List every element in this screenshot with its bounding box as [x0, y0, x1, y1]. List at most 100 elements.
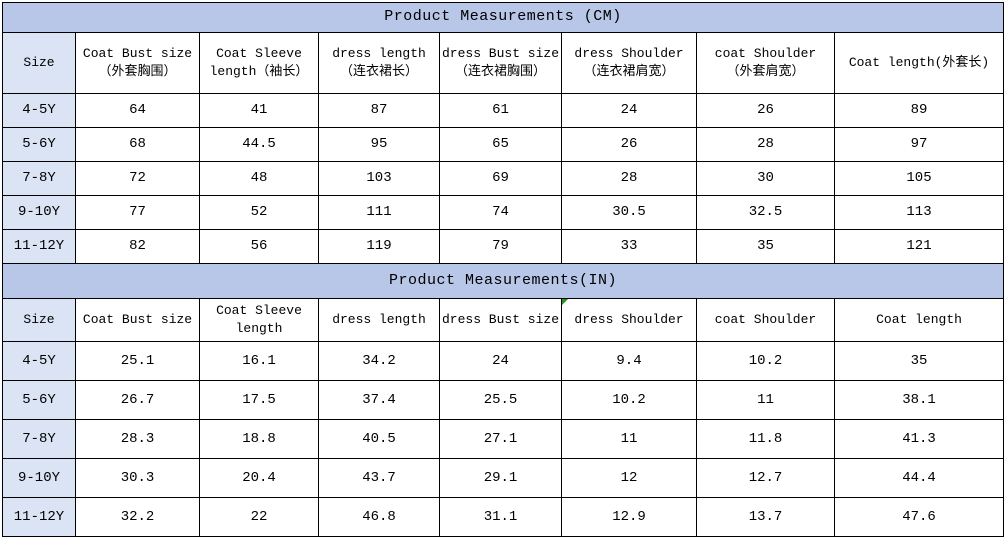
- column-header: coat Shoulder: [696, 298, 835, 342]
- measurement-value: 56: [199, 229, 319, 264]
- measurement-value: 69: [439, 161, 562, 196]
- measurement-value: 68: [75, 127, 200, 162]
- size-label: 4-5Y: [2, 93, 76, 128]
- measurement-value: 34.2: [318, 341, 440, 381]
- measurement-value: 38.1: [833, 380, 1005, 420]
- measurement-value: 41.3: [833, 419, 1005, 459]
- measurement-value: 24: [561, 93, 697, 128]
- size-label: 7-8Y: [2, 419, 76, 459]
- section-title-in: Product Measurements(IN): [1, 263, 1005, 299]
- size-label: 4-5Y: [2, 341, 76, 381]
- measurement-value: 25.1: [75, 341, 200, 381]
- measurement-value: 44.5: [199, 127, 319, 162]
- measurement-value: 41: [199, 93, 319, 128]
- measurement-value: 46.8: [318, 497, 440, 537]
- column-header: Coat length: [833, 298, 1005, 342]
- measurement-value: 79: [439, 229, 562, 264]
- measurement-value: 48: [199, 161, 319, 196]
- size-label: 5-6Y: [2, 127, 76, 162]
- size-label: 11-12Y: [2, 229, 76, 264]
- measurement-value: 11: [696, 380, 835, 420]
- cell-flag-icon: [562, 299, 568, 305]
- measurement-value: 35: [696, 229, 835, 264]
- measurement-value: 121: [833, 229, 1005, 264]
- measurement-value: 12: [561, 458, 697, 498]
- measurement-value: 113: [833, 195, 1005, 230]
- measurement-value: 28: [561, 161, 697, 196]
- size-label: 9-10Y: [2, 195, 76, 230]
- column-header: dress Shoulder: [561, 298, 697, 342]
- measurement-value: 89: [833, 93, 1005, 128]
- measurement-value: 26: [561, 127, 697, 162]
- column-header: Coat length(外套长): [833, 32, 1005, 94]
- column-header: dress length （连衣裙长）: [318, 32, 440, 94]
- measurement-value: 77: [75, 195, 200, 230]
- section-title-cm: Product Measurements (CM): [1, 2, 1005, 33]
- column-header: dress Bust size （连衣裙胸围）: [439, 32, 562, 94]
- size-label: 9-10Y: [2, 458, 76, 498]
- measurement-value: 44.4: [833, 458, 1005, 498]
- measurement-value: 61: [439, 93, 562, 128]
- column-header: Coat Sleeve length: [199, 298, 319, 342]
- measurement-value: 12.7: [696, 458, 835, 498]
- measurement-value: 74: [439, 195, 562, 230]
- measurement-value: 10.2: [561, 380, 697, 420]
- measurement-value: 97: [833, 127, 1005, 162]
- measurement-value: 11: [561, 419, 697, 459]
- measurement-value: 33: [561, 229, 697, 264]
- measurement-value: 28.3: [75, 419, 200, 459]
- measurement-value: 119: [318, 229, 440, 264]
- measurement-value: 11.8: [696, 419, 835, 459]
- measurement-value: 95: [318, 127, 440, 162]
- measurement-value: 17.5: [199, 380, 319, 420]
- column-header: dress Bust size: [439, 298, 562, 342]
- measurement-value: 10.2: [696, 341, 835, 381]
- measurement-value: 29.1: [439, 458, 562, 498]
- measurement-value: 9.4: [561, 341, 697, 381]
- measurement-value: 13.7: [696, 497, 835, 537]
- column-header: Size: [2, 298, 76, 342]
- measurement-value: 43.7: [318, 458, 440, 498]
- measurement-value: 30: [696, 161, 835, 196]
- measurement-value: 65: [439, 127, 562, 162]
- measurement-value: 82: [75, 229, 200, 264]
- size-label: 11-12Y: [2, 497, 76, 537]
- measurement-value: 64: [75, 93, 200, 128]
- measurement-value: 12.9: [561, 497, 697, 537]
- measurement-value: 30.3: [75, 458, 200, 498]
- measurement-value: 52: [199, 195, 319, 230]
- measurement-value: 26.7: [75, 380, 200, 420]
- measurement-value: 20.4: [199, 458, 319, 498]
- column-header: coat Shoulder （外套肩宽）: [696, 32, 835, 94]
- measurement-value: 40.5: [318, 419, 440, 459]
- measurement-value: 16.1: [199, 341, 319, 381]
- measurement-value: 32.5: [696, 195, 835, 230]
- column-header: Coat Sleeve length（袖长）: [199, 32, 319, 94]
- measurement-value: 111: [318, 195, 440, 230]
- column-header: Coat Bust size （外套胸围）: [75, 32, 200, 94]
- measurement-value: 28: [696, 127, 835, 162]
- measurement-value: 37.4: [318, 380, 440, 420]
- measurement-value: 26: [696, 93, 835, 128]
- measurement-value: 31.1: [439, 497, 562, 537]
- column-header: Size: [2, 32, 76, 94]
- measurement-value: 18.8: [199, 419, 319, 459]
- measurement-value: 87: [318, 93, 440, 128]
- column-header: dress length: [318, 298, 440, 342]
- measurement-value: 103: [318, 161, 440, 196]
- measurement-value: 47.6: [833, 497, 1005, 537]
- column-header: Coat Bust size: [75, 298, 200, 342]
- measurement-value: 27.1: [439, 419, 562, 459]
- measurement-value: 30.5: [561, 195, 697, 230]
- measurement-value: 25.5: [439, 380, 562, 420]
- measurement-value: 32.2: [75, 497, 200, 537]
- measurement-value: 22: [199, 497, 319, 537]
- measurement-value: 72: [75, 161, 200, 196]
- size-label: 7-8Y: [2, 161, 76, 196]
- measurement-value: 35: [833, 341, 1005, 381]
- measurement-value: 105: [833, 161, 1005, 196]
- column-header: dress Shoulder （连衣裙肩宽）: [561, 32, 697, 94]
- size-label: 5-6Y: [2, 380, 76, 420]
